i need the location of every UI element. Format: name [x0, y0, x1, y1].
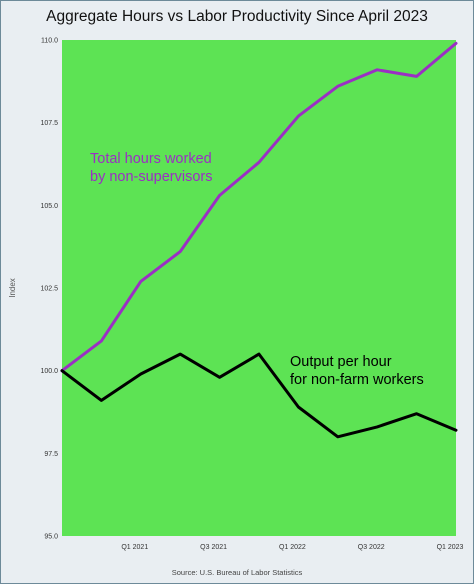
x-tick-label: Q1 2022 — [279, 544, 306, 551]
y-axis-ticks: 95.0 97.5 100.0 102.5 105.0 107.5 110.0 — [40, 38, 58, 541]
x-axis-ticks: Q1 2021 Q3 2021 Q1 2022 Q3 2022 Q1 2023 — [121, 544, 463, 551]
series-layer — [60, 41, 458, 439]
annotation-line: Output per hour — [290, 354, 392, 370]
annotation-line: for non-farm workers — [290, 372, 424, 388]
y-axis-label: Index — [8, 278, 17, 298]
x-tick-label: Q1 2021 — [121, 544, 148, 551]
x-tick-label: Q3 2022 — [358, 544, 385, 551]
y-tick-label: 100.0 — [40, 368, 58, 375]
y-tick-label: 105.0 — [40, 203, 58, 210]
series-line-1 — [60, 352, 458, 439]
plot-area — [62, 40, 456, 536]
y-tick-label: 102.5 — [40, 286, 58, 293]
annotation-line: Total hours worked — [90, 151, 212, 167]
y-tick-label: 107.5 — [40, 120, 58, 127]
source-note: Source: U.S. Bureau of Labor Statistics — [171, 568, 303, 577]
y-tick-label: 110.0 — [41, 38, 58, 45]
chart-title: Aggregate Hours vs Labor Productivity Si… — [46, 8, 428, 25]
annotation-layer: Total hours worked by non-supervisors Outp… — [90, 151, 424, 388]
x-tick-label: Q1 2023 — [437, 544, 464, 551]
x-tick-label: Q3 2021 — [200, 544, 227, 551]
y-tick-label: 95.0 — [44, 534, 58, 541]
y-tick-label: 97.5 — [44, 451, 58, 458]
series-line-0 — [60, 41, 458, 373]
annotation-line: by non-supervisors — [90, 169, 213, 185]
